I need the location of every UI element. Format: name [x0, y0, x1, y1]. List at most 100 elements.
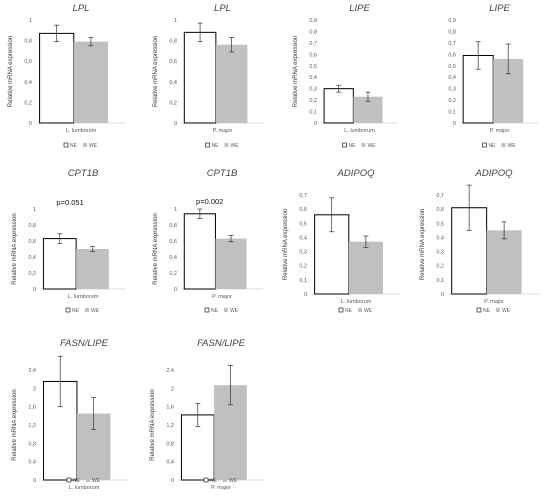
- legend: NE WE: [476, 307, 511, 314]
- error-bar-we: [363, 235, 369, 248]
- y-tick-label: 0,6: [299, 207, 307, 213]
- error-bar-ne: [197, 208, 203, 219]
- legend-swatch-ne: [342, 142, 347, 148]
- y-tick-label: 1: [33, 207, 36, 213]
- y-tick-label: 1,2: [166, 423, 174, 429]
- bar-we: [486, 230, 522, 294]
- y-tick-label: 0,3: [299, 250, 307, 256]
- legend-swatch-we: [224, 308, 228, 312]
- y-tick-label: 1: [29, 18, 32, 24]
- bar-ne: [323, 88, 354, 124]
- legend-label-we: WE: [92, 478, 101, 484]
- p-value-annotation: p=0.002: [196, 197, 223, 206]
- legend: NE WE: [63, 142, 98, 149]
- y-tick-label: 0,4: [448, 75, 456, 81]
- y-tick-label: 0,4: [169, 255, 177, 261]
- legend-swatch-ne: [65, 307, 71, 313]
- y-tick-label: 0,2: [24, 100, 32, 106]
- legend-swatch-we: [361, 143, 366, 147]
- y-tick-label: 1: [174, 18, 177, 24]
- error-bar-ne: [57, 355, 63, 408]
- y-tick-label: 0,8: [24, 39, 32, 45]
- x-category-label: P. major: [484, 299, 504, 305]
- y-axis-label: Relative mRNA expression: [153, 36, 159, 107]
- legend-swatch-ne: [63, 142, 69, 148]
- bar-we: [215, 44, 248, 123]
- legend: NE WE: [482, 142, 517, 149]
- y-tick-label: 0: [171, 478, 174, 484]
- x-category-label: L. lumborum: [69, 485, 100, 491]
- error-bar-we: [229, 37, 235, 53]
- legend-label-ne: NE: [483, 308, 491, 314]
- y-tick-label: 0,7: [309, 41, 317, 47]
- legend-label-ne: NE: [211, 308, 219, 314]
- error-bar-we: [365, 91, 371, 102]
- y-tick-label: 0: [33, 287, 36, 293]
- y-tick-label: 0,4: [166, 460, 174, 466]
- chart-panel-7: ADIPOQ 0 0,1 0,2 0,3 0,4 0,5 0,6 0,7 Relative mRN…: [283, 168, 401, 314]
- y-tick-label: 0,6: [309, 52, 317, 58]
- error-bar-ne: [54, 24, 60, 42]
- y-tick-label: 0: [174, 287, 177, 293]
- legend: NE WE: [65, 307, 100, 314]
- y-axis-label: Relative mRNA expression: [8, 36, 14, 107]
- y-axis-label: Relative mRNA expression: [12, 213, 18, 284]
- legend-swatch-ne: [203, 477, 209, 483]
- legend: NE WE: [342, 142, 376, 149]
- chart-panel-8: ADIPOQ 0 0,1 0,2 0,3 0,4 0,5 0,6 0,7 Relative mRN…: [420, 168, 540, 314]
- chart-title: LPL: [73, 3, 90, 14]
- legend-label-we: WE: [231, 143, 240, 149]
- x-category-label: P. major: [490, 128, 510, 134]
- legend: NE WE: [205, 142, 240, 149]
- legend-label-we: WE: [364, 308, 373, 314]
- y-tick-label: 0,8: [28, 441, 36, 447]
- bar-ne: [183, 31, 217, 124]
- y-tick-label: 0,2: [436, 264, 444, 270]
- legend: NE WE: [203, 477, 238, 484]
- error-bar-ne: [475, 41, 481, 70]
- y-tick-label: 0,6: [448, 52, 456, 58]
- x-category-label: L. lumborum: [341, 299, 372, 305]
- y-tick-label: 0,4: [24, 80, 32, 86]
- legend-swatch-ne: [482, 142, 487, 148]
- y-tick-label: 0,7: [436, 193, 444, 199]
- y-tick-label: 0,8: [169, 39, 177, 45]
- y-tick-label: 0,4: [299, 235, 307, 241]
- y-tick-label: 0,4: [309, 75, 317, 81]
- legend-label-ne: NE: [210, 478, 218, 484]
- y-tick-label: 0,6: [169, 239, 177, 245]
- y-tick-label: 0,4: [169, 80, 177, 86]
- error-bar-we: [89, 246, 95, 252]
- legend-label-we: WE: [508, 143, 517, 149]
- y-tick-label: 0,8: [309, 29, 317, 35]
- y-tick-label: 0,2: [309, 98, 317, 104]
- y-tick-label: 1,2: [28, 423, 36, 429]
- chart-title: LPL: [214, 3, 231, 14]
- bar-we: [73, 41, 108, 123]
- legend-swatch-we: [501, 143, 506, 147]
- y-tick-label: 0,2: [299, 264, 307, 270]
- y-tick-label: 0,6: [436, 207, 444, 213]
- chart-panel-9: FASN/LIPE 0 0,4 0,8 1,2 1,6 2 2,4 Relative mRNA …: [12, 338, 128, 491]
- error-bar-ne: [195, 403, 201, 427]
- legend-swatch-we: [358, 308, 362, 312]
- y-tick-label: 0: [174, 121, 177, 127]
- legend-swatch-we: [86, 478, 90, 482]
- y-tick-label: 0,9: [309, 18, 317, 24]
- chart-title: CPT1B: [68, 168, 99, 179]
- legend-label-ne: NE: [489, 143, 497, 149]
- chart-title: CPT1B: [207, 168, 238, 179]
- y-tick-label: 0: [441, 292, 444, 298]
- x-category-label: L. lumborum: [344, 128, 375, 134]
- chart-panel-5: CPT1B 0 0,2 0,4 0,6 0,8 1 Relative mRNA express…: [12, 168, 126, 314]
- y-tick-label: 0,2: [28, 271, 36, 277]
- legend-swatch-ne: [205, 142, 210, 148]
- y-tick-label: 0,2: [169, 271, 177, 277]
- y-tick-label: 0: [33, 478, 36, 484]
- chart-title: ADIPOQ: [475, 168, 514, 179]
- y-tick-label: 0,8: [448, 29, 456, 35]
- y-tick-label: 0,4: [28, 255, 36, 261]
- y-tick-label: 1,6: [166, 405, 174, 411]
- chart-title: ADIPOQ: [337, 168, 376, 179]
